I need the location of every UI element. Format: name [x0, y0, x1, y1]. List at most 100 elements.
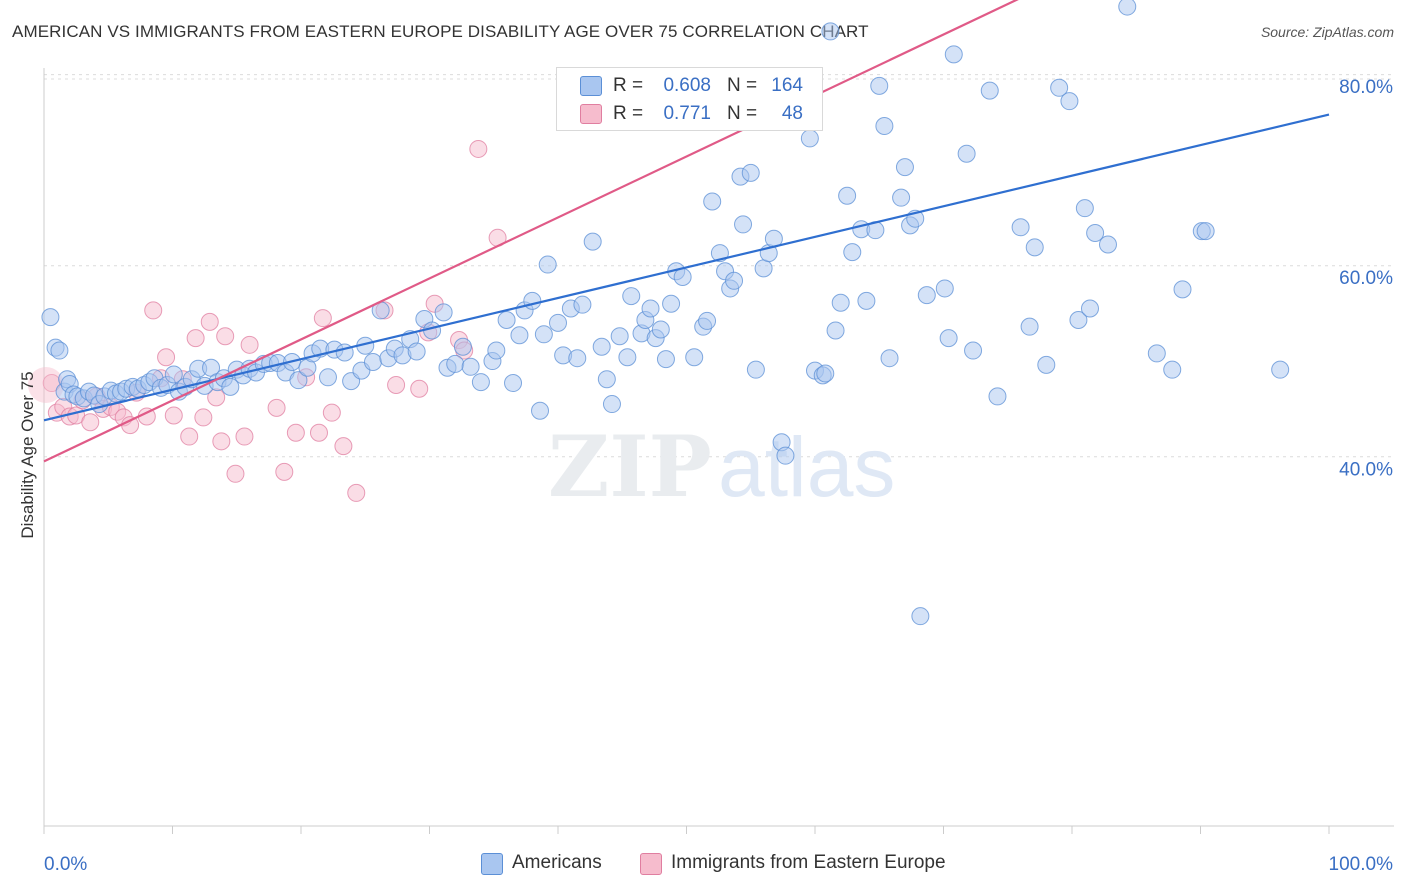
watermark: ZIP atlas — [548, 417, 895, 516]
data-point-americans — [980, 81, 999, 100]
data-point-americans — [1173, 280, 1192, 299]
data-point-americans — [880, 349, 899, 368]
data-point-immigrants — [186, 329, 205, 348]
data-point-americans — [939, 329, 958, 348]
data-point-americans — [471, 373, 490, 392]
legend-swatch-americans — [580, 76, 602, 96]
data-point-immigrants — [180, 427, 199, 446]
data-point-immigrants — [334, 437, 353, 456]
data-point-americans — [221, 377, 240, 396]
data-point-americans — [754, 259, 773, 278]
data-point-americans — [816, 364, 835, 383]
data-point-americans — [1050, 78, 1069, 97]
data-point-americans — [662, 294, 681, 313]
data-point-americans — [1196, 222, 1215, 241]
data-point-americans — [1147, 344, 1166, 363]
x-tick-label: 100.0% — [1329, 854, 1394, 875]
data-point-americans — [746, 360, 765, 379]
data-point-immigrants — [313, 309, 332, 328]
legend-row-immigrants: R = 0.771 N = 48 — [557, 100, 822, 128]
legend-r-label: R = — [613, 75, 644, 96]
data-point-americans — [1098, 235, 1117, 254]
data-point-americans — [935, 279, 954, 298]
y-tick-label: 80.0% — [1339, 77, 1393, 98]
data-point-americans — [538, 255, 557, 274]
watermark-atlas: atlas — [718, 420, 895, 514]
data-point-americans — [964, 341, 983, 360]
data-point-immigrants — [387, 375, 406, 394]
x-tick-label: 0.0% — [44, 854, 87, 875]
legend-label-immigrants: Immigrants from Eastern Europe — [671, 852, 946, 873]
data-point-americans — [1118, 0, 1137, 16]
data-point-americans — [434, 303, 453, 322]
data-point-americans — [685, 348, 704, 367]
data-point-americans — [831, 293, 850, 312]
data-point-americans — [407, 342, 426, 361]
data-point-immigrants — [200, 312, 219, 331]
data-point-americans — [487, 341, 506, 360]
legend-label-americans: Americans — [512, 852, 602, 873]
trend-lines — [43, 0, 1330, 463]
correlation-legend: R = 0.608 N = 164 R = 0.771 N = 48 — [556, 67, 823, 131]
data-point-americans — [510, 326, 529, 345]
data-point-americans — [944, 45, 963, 64]
data-point-americans — [776, 446, 795, 465]
data-point-immigrants — [144, 301, 163, 320]
data-point-americans — [703, 192, 722, 211]
data-point-americans — [497, 310, 516, 329]
data-point-americans — [618, 348, 637, 367]
data-point-immigrants — [322, 403, 341, 422]
data-point-americans — [895, 158, 914, 177]
data-point-immigrants — [240, 335, 259, 354]
data-point-immigrants — [216, 327, 235, 346]
legend-r-label: R = — [613, 103, 644, 124]
data-point-americans — [592, 337, 611, 356]
data-point-immigrants — [226, 464, 245, 483]
legend-n-value: 48 — [781, 103, 803, 124]
data-point-americans — [641, 299, 660, 318]
data-point-americans — [461, 357, 480, 376]
data-point-americans — [164, 365, 183, 384]
data-point-americans — [1025, 238, 1044, 257]
data-point-americans — [41, 308, 60, 327]
data-point-americans — [734, 215, 753, 234]
data-point-americans — [857, 291, 876, 310]
data-point-americans — [870, 76, 889, 95]
data-point-americans — [573, 295, 592, 314]
chart-source: Source: ZipAtlas.com — [1260, 24, 1394, 40]
data-point-immigrants-cluster — [28, 366, 64, 403]
data-point-americans — [911, 607, 930, 626]
legend-n-label: N = — [727, 103, 758, 124]
data-point-americans — [446, 354, 465, 373]
data-point-americans — [741, 163, 760, 182]
data-point-americans — [988, 387, 1007, 406]
data-point-americans — [597, 370, 616, 389]
data-point-americans — [1080, 299, 1099, 318]
data-point-immigrants — [286, 423, 305, 442]
data-point-immigrants — [469, 139, 488, 158]
data-point-americans — [656, 350, 675, 369]
data-point-americans — [1011, 218, 1030, 237]
data-point-americans — [453, 337, 472, 356]
data-point-americans — [531, 401, 550, 420]
legend-swatch-immigrants — [640, 853, 662, 875]
data-point-americans — [1020, 317, 1039, 336]
data-point-immigrants — [347, 483, 366, 502]
data-point-americans — [957, 144, 976, 163]
data-point-americans — [838, 186, 857, 205]
data-point-immigrants — [275, 462, 294, 481]
y-tick-labels: 40.0%60.0%80.0%100.0% — [1339, 77, 1393, 480]
data-point-americans — [568, 349, 587, 368]
data-point-americans — [622, 287, 641, 306]
data-point-immigrants — [157, 348, 176, 367]
axes — [43, 68, 1394, 827]
data-point-americans — [917, 286, 936, 305]
data-point-immigrants — [309, 423, 328, 442]
data-point-americans — [534, 325, 553, 344]
legend-n-label: N = — [727, 75, 758, 96]
data-point-americans — [583, 232, 602, 251]
data-point-americans — [549, 313, 567, 332]
data-point-americans — [698, 311, 717, 330]
data-point-immigrants — [212, 432, 231, 451]
